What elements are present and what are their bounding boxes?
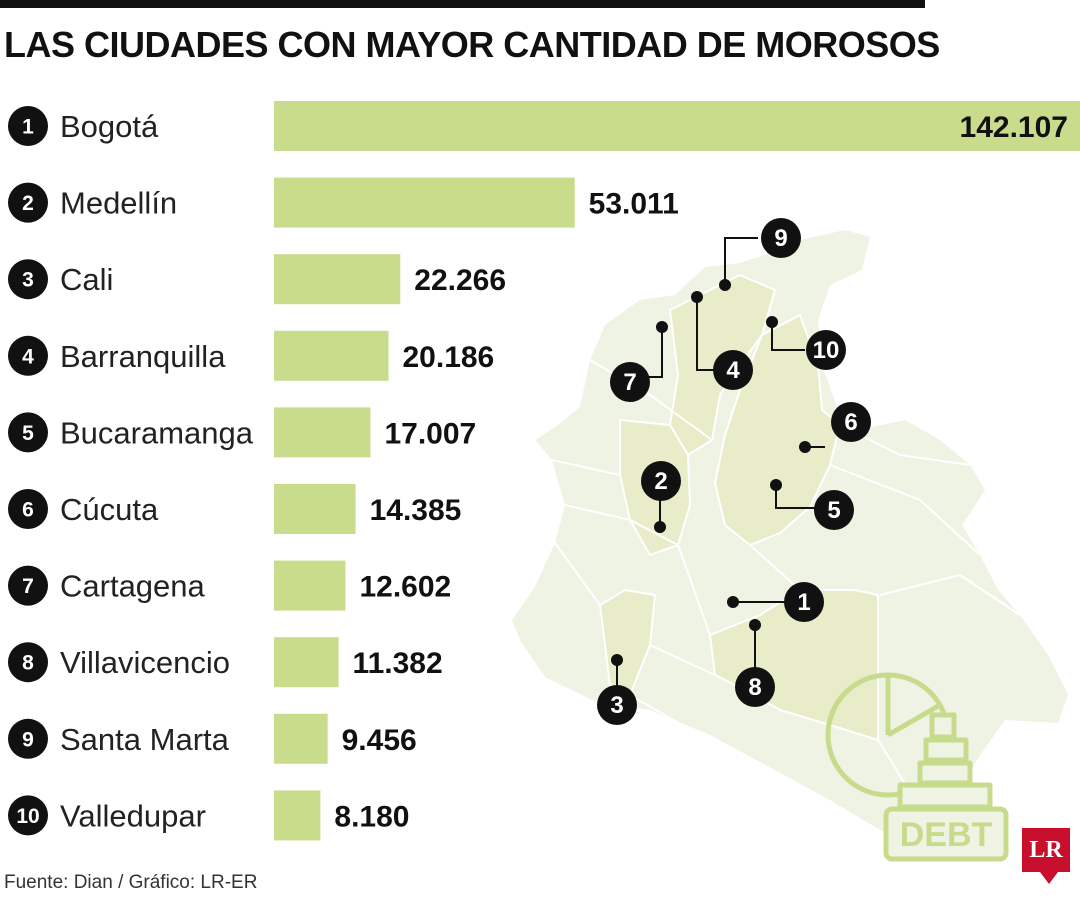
rank-number: 3 — [22, 269, 34, 292]
data-label: 20.186 — [402, 341, 494, 374]
map-badge-1: 1 — [784, 582, 824, 622]
rank-number: 2 — [22, 192, 34, 215]
svg-text:6: 6 — [844, 409, 857, 436]
bar — [274, 560, 346, 611]
svg-text:5: 5 — [827, 497, 840, 524]
bar — [274, 177, 575, 228]
data-label: 8.180 — [334, 800, 409, 833]
rank-number: 10 — [16, 805, 39, 828]
svg-text:2: 2 — [654, 468, 667, 495]
category-label: Cúcuta — [60, 492, 159, 527]
lr-logo-tail — [1040, 872, 1058, 884]
map-badge-4: 4 — [713, 350, 753, 390]
debt-icon-label: DEBT — [900, 816, 993, 854]
map-badges: 9 10 4 7 6 5 2 1 8 3 — [597, 218, 871, 725]
map-badge-2: 2 — [641, 461, 681, 501]
svg-text:7: 7 — [623, 369, 636, 396]
bar — [274, 790, 321, 841]
debt-icon — [825, 672, 1009, 862]
category-label: Cali — [60, 262, 113, 297]
svg-text:3: 3 — [610, 692, 623, 719]
bar — [274, 713, 328, 764]
category-label: Bogotá — [60, 109, 159, 144]
map-badge-3: 3 — [597, 685, 637, 725]
rank-number: 7 — [22, 575, 34, 598]
category-label: Valledupar — [60, 798, 206, 833]
rank-badge — [8, 642, 48, 683]
data-label: 53.011 — [589, 188, 679, 221]
rank-badge — [8, 565, 48, 606]
map-region-borders — [551, 359, 1021, 838]
map-badge-8: 8 — [735, 667, 775, 707]
bar — [274, 637, 339, 688]
bar — [274, 254, 401, 305]
map-badge-5: 5 — [814, 490, 854, 530]
bar — [274, 330, 389, 381]
category-label: Barranquilla — [60, 339, 226, 374]
category-label: Santa Marta — [60, 722, 230, 757]
rank-number: 5 — [22, 422, 34, 445]
rank-badge — [8, 335, 48, 376]
data-label: 14.385 — [370, 494, 462, 527]
rank-badge — [8, 106, 48, 146]
bar-chart: 1 Bogotá 142.107 2 Medellín 53.011 3 Cali 22.266… — [8, 101, 1080, 841]
data-label: 9.456 — [342, 724, 417, 757]
data-label: 17.007 — [384, 417, 476, 450]
rank-badge — [8, 412, 48, 453]
rank-badge — [8, 489, 48, 529]
rank-number: 1 — [22, 116, 34, 139]
category-label: Medellín — [60, 186, 177, 221]
lr-logo: LR — [1022, 828, 1070, 872]
rank-number: 4 — [22, 345, 34, 368]
data-label: 22.266 — [414, 264, 506, 297]
category-label: Villavicencio — [60, 645, 230, 680]
svg-text:4: 4 — [726, 357, 740, 384]
bar — [274, 484, 356, 534]
category-label: Cartagena — [60, 569, 206, 604]
map-badge-9: 9 — [761, 218, 801, 258]
chart-title: LAS CIUDADES CON MAYOR CANTIDAD DE MOROS… — [4, 24, 940, 65]
category-label: Bucaramanga — [60, 415, 254, 450]
map-badge-10: 10 — [806, 330, 846, 370]
svg-text:9: 9 — [774, 225, 787, 252]
top-rule — [0, 0, 925, 8]
map-badge-6: 6 — [831, 402, 871, 442]
rank-number: 6 — [22, 499, 34, 522]
bar — [274, 407, 371, 458]
map-badge-7: 7 — [610, 362, 650, 402]
rank-badge — [8, 718, 48, 759]
svg-text:1: 1 — [797, 589, 810, 616]
rank-badge — [8, 795, 48, 836]
rank-number: 8 — [22, 652, 34, 675]
colombia-map: DEBT 9 10 4 7 6 5 2 1 8 3 — [512, 218, 1068, 862]
svg-text:8: 8 — [748, 674, 761, 701]
rank-badge — [8, 182, 48, 223]
data-label: 12.602 — [359, 571, 451, 604]
bar — [274, 101, 1080, 151]
svg-text:10: 10 — [813, 337, 840, 364]
data-label: 11.382 — [353, 647, 443, 680]
rank-number: 9 — [22, 728, 34, 751]
map-marker-dots — [611, 279, 811, 666]
source-note: Fuente: Dian / Gráfico: LR-ER — [4, 872, 258, 893]
data-label: 142.107 — [960, 111, 1068, 144]
rank-badge — [8, 259, 48, 300]
